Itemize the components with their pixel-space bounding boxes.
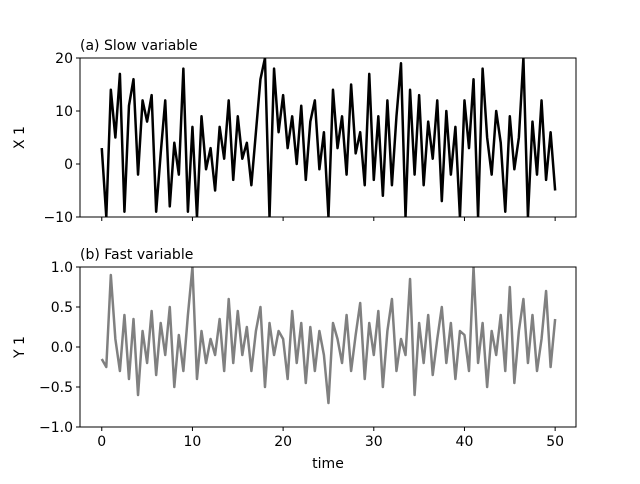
y-tick-label: 0.5: [51, 300, 73, 316]
y-tick-label: 1.0: [51, 260, 73, 276]
x-axis-label: time: [312, 456, 344, 472]
y-tick-label: 0: [64, 157, 73, 173]
y-tick-label: 20: [55, 51, 73, 67]
axes-title: (a) Slow variable: [80, 38, 198, 54]
y-tick-label: 10: [55, 104, 73, 120]
axes-title: (b) Fast variable: [80, 247, 193, 263]
y-axis-label: Y 1: [12, 336, 28, 359]
x-tick-label: 30: [365, 434, 383, 450]
x-tick-label: 50: [546, 434, 564, 450]
y-tick-label: 0.0: [51, 340, 73, 356]
axes-frame: [79, 266, 577, 428]
x-tick-label: 40: [456, 434, 474, 450]
y-axis-label: X 1: [12, 126, 28, 149]
y-tick-label: −0.5: [39, 380, 73, 396]
x-tick-label: 10: [184, 434, 202, 450]
x-tick-label: 20: [274, 434, 292, 450]
y-tick-label: −1.0: [39, 420, 73, 436]
axes-frame: [79, 57, 577, 218]
x-tick-label: 0: [97, 434, 106, 450]
data-line: [100, 58, 557, 217]
data-line: [100, 267, 557, 405]
y-tick-label: −10: [43, 210, 73, 226]
